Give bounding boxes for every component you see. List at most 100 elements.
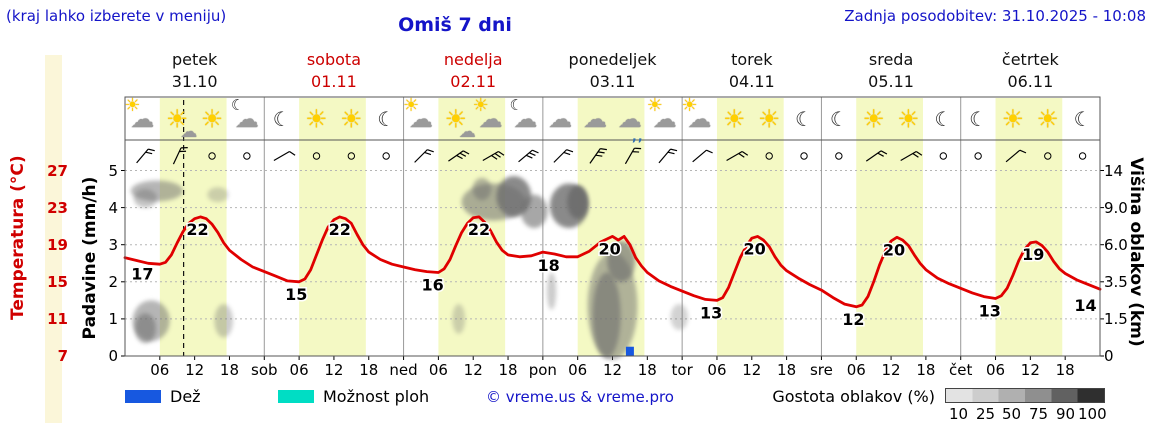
weather-icon-cloud: ☁ (542, 99, 578, 139)
weather-icon-sun: ☀ (333, 99, 369, 139)
weather-icon-moon: ☾ (1065, 99, 1101, 139)
cloud-icon: ☁ (180, 122, 198, 142)
cloud-shape (607, 240, 636, 282)
x-axis-tick: 06 (707, 361, 727, 379)
weather-icon-sun-cloud: ☀ ☁ (438, 99, 476, 142)
precipitation-tick: 0 (108, 347, 118, 365)
weather-icon-sun: ☀ (194, 99, 230, 139)
temperature-curve (123, 215, 1102, 309)
cloud-icon: ☁ (130, 105, 155, 133)
weather-icon-moon: ☾ (368, 99, 404, 139)
moon-icon: ☾ (829, 107, 848, 131)
cloud-shape (592, 272, 621, 358)
plot-border (124, 139, 1101, 357)
cloud-icon: ☁ (687, 105, 712, 133)
weather-icon-sun: ☀ (1030, 99, 1066, 139)
wind-calm-icon (939, 152, 948, 160)
cloud-height-tick: 9.0 (1104, 198, 1128, 217)
temperature-label: 12 (842, 310, 864, 329)
day-date: 03.11 (589, 72, 636, 91)
wind-barb-icon (273, 150, 296, 162)
temperature-label: 20 (744, 239, 766, 258)
x-axis-tick: 12 (881, 361, 901, 379)
cloud-density-gradient (945, 388, 1105, 403)
precipitation-tick: 1 (108, 309, 118, 328)
cloud-icon: ☁ (234, 105, 259, 133)
cloud-icon: ☁ (478, 105, 503, 133)
x-axis-tick: sob (251, 361, 278, 379)
weather-icon-moon-cloud: ☾ ☁ (229, 98, 265, 139)
cloud-shape (130, 180, 184, 202)
x-axis-tick: 06 (150, 361, 170, 379)
wind-barb-icon (726, 150, 749, 162)
wind-calm-icon (1078, 152, 1087, 160)
x-axis-tick: 18 (916, 361, 936, 379)
temperature-label: 20 (883, 240, 905, 259)
moon-icon: ☾ (1073, 107, 1092, 131)
cloud-shape (670, 304, 688, 331)
wind-barb-icon (692, 149, 713, 163)
weather-icon-sun: ☀ (995, 99, 1031, 139)
day-name: petek (171, 50, 218, 69)
x-axis-tick: ned (389, 361, 418, 379)
sun-icon: ☀ (723, 104, 746, 134)
page-title: Omiš 7 dni (398, 14, 512, 36)
wind-barb-icon (589, 148, 607, 164)
cloud-icon: ☁ (513, 105, 538, 133)
rain-drops-icon: ‚‚ (631, 130, 644, 145)
menu-hint: (kraj lahko izberete v meniju) (6, 7, 227, 25)
temperature-label: 18 (538, 256, 560, 275)
weather-icon-moon: ☾ (960, 99, 996, 139)
weather-icon-moon-cloud: ☾ ☁ (507, 98, 543, 139)
temperature-label: 16 (421, 276, 443, 295)
day-name: sobota (306, 50, 361, 69)
cloud-shape (214, 304, 233, 338)
x-axis-tick: 06 (289, 361, 309, 379)
cloud-icon: ☁ (652, 105, 677, 133)
showers-legend-label: Možnost ploh (323, 387, 430, 406)
cloud-shape (520, 194, 548, 229)
wind-calm-icon (243, 152, 251, 160)
sun-icon: ☀ (200, 104, 224, 134)
x-axis-tick: 06 (846, 361, 866, 379)
sun-icon: ☀ (862, 104, 885, 134)
x-axis-tick: 12 (185, 361, 205, 379)
wind-calm-icon (347, 152, 356, 160)
temperature-label: 19 (1022, 245, 1044, 264)
sun-icon: ☀ (472, 95, 489, 116)
x-axis-tick: 06 (985, 361, 1006, 379)
day-name: ponedeljek (568, 50, 657, 69)
weather-icon-moon: ☾ (925, 99, 961, 139)
sun-icon: ☀ (646, 95, 663, 116)
day-date: 06.11 (1007, 72, 1054, 91)
temperature-label: 15 (285, 285, 307, 304)
cloud-height-tick: 6.0 (1104, 235, 1128, 254)
wind-barb-icon (553, 149, 574, 163)
rain-legend-swatch (125, 390, 161, 403)
wind-calm-icon (974, 152, 982, 160)
weather-icon-moon: ☾ (264, 99, 300, 139)
temperature-tick: 15 (47, 272, 68, 291)
x-axis-tick: 06 (428, 361, 448, 379)
temperature-label: 13 (700, 303, 722, 322)
cloud-icon: ☁ (458, 122, 476, 142)
day-date: 02.11 (450, 72, 497, 91)
x-axis-tick: 18 (637, 361, 657, 379)
last-update: Zadnja posodobitev: 31.10.2025 - 10:08 (844, 7, 1146, 25)
sun-icon: ☀ (166, 104, 189, 134)
x-axis-tick: 18 (219, 361, 239, 379)
cloud-icon: ☁ (408, 105, 433, 133)
x-axis-tick: 18 (498, 361, 518, 379)
day-name: nedelja (443, 50, 503, 69)
weather-icon-cloud-sun: ☀ ☁ (646, 95, 683, 139)
temperature-label: 20 (598, 239, 620, 258)
rain-legend-label: Dež (170, 387, 201, 406)
wind-barb-icon (900, 150, 923, 162)
sun-icon: ☀ (444, 104, 468, 134)
daylight-band (995, 98, 1063, 356)
x-axis-tick: 12 (1020, 361, 1040, 379)
day-name: četrtek (1001, 50, 1059, 69)
precipitation-tick: 3 (108, 235, 118, 254)
